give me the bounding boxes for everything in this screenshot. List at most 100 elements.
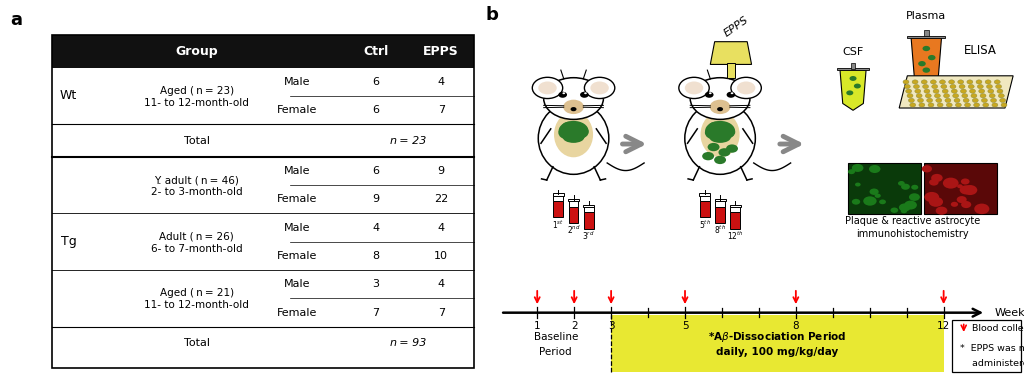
Circle shape — [952, 94, 958, 98]
Circle shape — [943, 94, 949, 98]
Circle shape — [998, 94, 1005, 98]
Text: Male: Male — [284, 279, 310, 289]
Circle shape — [936, 98, 942, 102]
Ellipse shape — [558, 126, 575, 139]
Text: Group: Group — [175, 45, 218, 58]
Circle shape — [971, 94, 977, 98]
Polygon shape — [911, 38, 941, 85]
Text: 8$^{th}$: 8$^{th}$ — [714, 224, 726, 236]
Circle shape — [909, 103, 915, 107]
Ellipse shape — [685, 102, 756, 174]
Circle shape — [924, 89, 930, 93]
Circle shape — [928, 55, 936, 60]
Circle shape — [935, 94, 940, 98]
Text: 4: 4 — [437, 77, 444, 87]
Circle shape — [946, 103, 952, 107]
Circle shape — [928, 103, 934, 107]
Bar — [727, 63, 735, 78]
Bar — [924, 30, 929, 36]
Circle shape — [957, 184, 963, 188]
Circle shape — [961, 89, 967, 93]
Bar — [730, 212, 740, 229]
Circle shape — [898, 181, 905, 186]
Bar — [730, 205, 740, 207]
Circle shape — [994, 80, 1000, 84]
Text: CSF: CSF — [843, 47, 863, 57]
Circle shape — [976, 80, 982, 84]
Bar — [951, 320, 1021, 372]
Circle shape — [907, 94, 913, 98]
Circle shape — [904, 85, 910, 89]
Ellipse shape — [706, 121, 735, 141]
Bar — [568, 207, 579, 223]
Circle shape — [913, 85, 920, 89]
Text: 3: 3 — [373, 279, 380, 289]
Circle shape — [904, 200, 916, 210]
Text: 4: 4 — [373, 222, 380, 233]
Text: 6: 6 — [373, 77, 380, 87]
Circle shape — [956, 196, 967, 203]
Circle shape — [963, 185, 977, 195]
Circle shape — [905, 89, 911, 93]
Circle shape — [922, 80, 927, 84]
Text: administered to controls: administered to controls — [959, 359, 1024, 368]
Ellipse shape — [539, 102, 609, 174]
Circle shape — [919, 103, 925, 107]
Text: Aged ( n = 23): Aged ( n = 23) — [160, 86, 233, 96]
Bar — [584, 207, 594, 212]
Ellipse shape — [571, 125, 589, 139]
Bar — [907, 36, 945, 38]
Bar — [837, 68, 869, 70]
Text: Female: Female — [276, 194, 317, 204]
Circle shape — [985, 80, 991, 84]
Bar — [924, 163, 997, 214]
Text: 3: 3 — [608, 321, 614, 331]
Circle shape — [931, 174, 943, 182]
Text: Period: Period — [540, 347, 572, 357]
Circle shape — [532, 77, 563, 99]
Bar — [611, 315, 944, 372]
Ellipse shape — [570, 123, 586, 133]
Circle shape — [973, 98, 978, 102]
Circle shape — [544, 78, 603, 119]
Circle shape — [584, 92, 587, 94]
Text: 10: 10 — [434, 251, 449, 261]
Circle shape — [737, 81, 756, 94]
Text: 6- to 7-month-old: 6- to 7-month-old — [151, 244, 243, 254]
Text: Baseline: Baseline — [534, 332, 578, 341]
Circle shape — [846, 90, 853, 95]
Text: Male: Male — [284, 222, 310, 233]
Circle shape — [854, 84, 861, 89]
Circle shape — [908, 98, 914, 102]
Circle shape — [562, 92, 565, 94]
Circle shape — [937, 103, 943, 107]
Circle shape — [912, 80, 919, 84]
Text: 11- to 12-month-old: 11- to 12-month-old — [144, 98, 249, 108]
Circle shape — [995, 85, 1001, 89]
Text: Y. adult ( n = 46): Y. adult ( n = 46) — [155, 175, 239, 185]
Text: a: a — [10, 11, 23, 29]
Text: Total: Total — [183, 338, 210, 348]
Bar — [568, 201, 579, 207]
Text: 22: 22 — [434, 194, 449, 204]
Circle shape — [967, 80, 973, 84]
Text: daily, 100 mg/kg/day: daily, 100 mg/kg/day — [716, 347, 839, 357]
Circle shape — [926, 94, 931, 98]
Ellipse shape — [718, 125, 735, 139]
Circle shape — [570, 107, 577, 111]
Bar — [553, 193, 564, 196]
Text: 1: 1 — [534, 321, 541, 331]
Ellipse shape — [561, 122, 577, 132]
Circle shape — [909, 193, 920, 201]
Circle shape — [914, 89, 921, 93]
Bar — [553, 201, 563, 217]
Text: 3$^{rd}$: 3$^{rd}$ — [583, 230, 595, 242]
Text: 7: 7 — [437, 308, 444, 318]
Circle shape — [1001, 103, 1007, 107]
Bar — [584, 205, 594, 207]
Ellipse shape — [563, 100, 584, 114]
Circle shape — [709, 92, 712, 94]
Bar — [715, 199, 726, 201]
Circle shape — [916, 94, 923, 98]
Text: 7: 7 — [373, 308, 380, 318]
